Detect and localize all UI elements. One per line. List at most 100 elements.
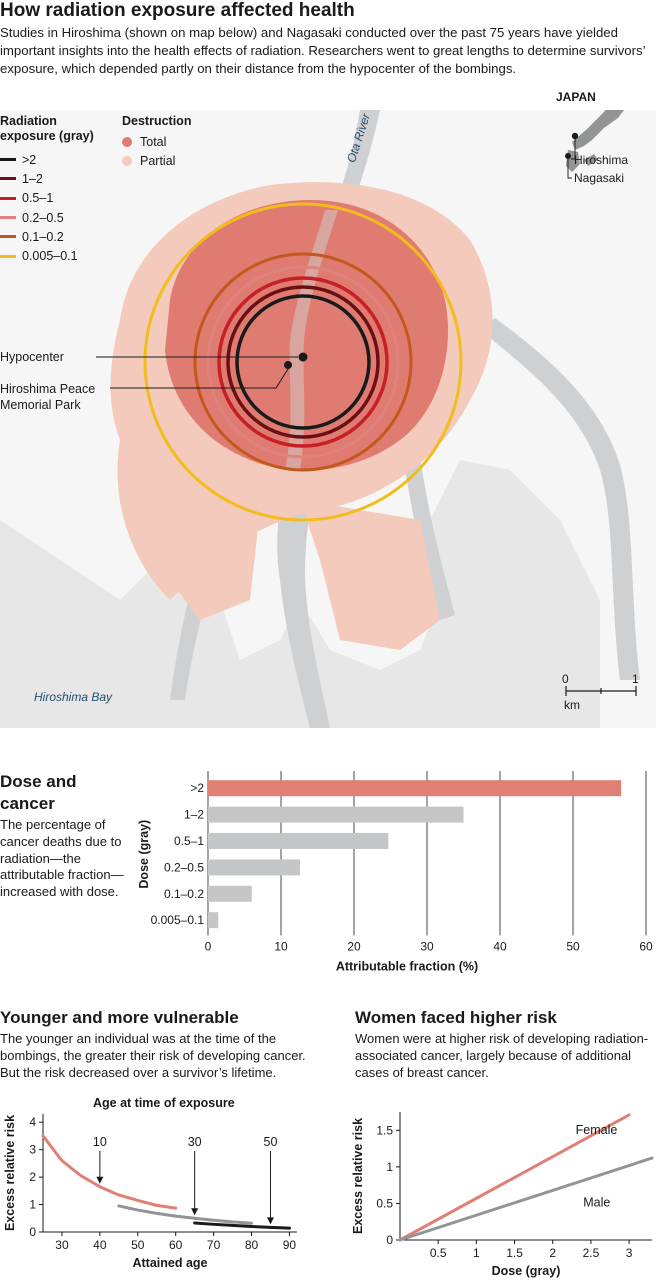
x-tick-label: 30 <box>420 939 434 953</box>
exposure-swatch <box>0 254 16 258</box>
exposure-legend-title-2: exposure (gray) <box>0 129 94 143</box>
y-tick-label: 0 <box>29 1225 36 1239</box>
x-tick-label: 90 <box>283 1238 297 1252</box>
x-tick-label: 1.5 <box>506 1246 523 1260</box>
y-tick-label: >2 <box>190 781 204 795</box>
x-tick-label: 2.5 <box>583 1246 600 1260</box>
x-tick-label: 3 <box>626 1246 633 1260</box>
age-annotation-arrowhead <box>96 1176 104 1184</box>
chart-title: Age at time of exposure <box>93 1096 235 1110</box>
age-annotation-label: 30 <box>188 1135 202 1149</box>
dose-cancer-panel: Dose and cancer The percentage of cancer… <box>0 771 130 901</box>
page-title: How radiation exposure affected health <box>0 0 355 21</box>
bar <box>208 885 252 902</box>
age-annotation-arrowhead <box>191 1208 199 1216</box>
dose-cancer-title-1: Dose and <box>0 772 77 791</box>
destruction-legend: Destruction Total Partial <box>122 114 191 171</box>
y-axis-label: Dose (gray) <box>137 820 151 889</box>
exposure-legend-label: 1–2 <box>22 171 43 186</box>
scale-unit: km <box>564 698 580 712</box>
bar <box>208 806 464 823</box>
age-annotation-label: 50 <box>264 1135 278 1149</box>
bar <box>208 833 389 849</box>
x-tick-label: 1 <box>473 1246 480 1260</box>
peace-park-marker <box>284 361 292 369</box>
river-branch-far-east <box>480 318 640 680</box>
inset-nagasaki-dot <box>565 153 571 159</box>
y-tick-label: 1 <box>386 1160 393 1174</box>
x-tick-label: 40 <box>493 939 507 953</box>
inset-country-label: JAPAN <box>556 90 596 104</box>
exposure-swatch <box>0 177 16 181</box>
exposure-legend-title-1: Radiation <box>0 114 57 128</box>
bar <box>208 912 219 929</box>
x-tick-label: 40 <box>93 1238 107 1252</box>
exposure-legend: Radiation exposure (gray) >2 1–2 0.5–1 0.2–… <box>0 114 94 266</box>
inset-hiroshima-dot <box>571 132 579 140</box>
x-tick-label: 80 <box>245 1238 259 1252</box>
x-tick-label: 30 <box>55 1238 69 1252</box>
y-tick-label: 0.005–0.1 <box>151 913 205 927</box>
exposure-legend-item: 0.2–0.5 <box>0 208 94 227</box>
exposure-ring-0.5-1 <box>217 276 389 448</box>
peace-park-leader <box>110 368 289 389</box>
intro-text: Studies in Hiroshima (shown on map below… <box>0 25 646 76</box>
x-axis-label: Attributable fraction (%) <box>336 959 478 973</box>
y-tick-label: 0.5 <box>376 1196 393 1210</box>
exposure-swatch <box>0 158 16 162</box>
x-tick-label: 60 <box>639 939 653 953</box>
exposure-ring-1-2 <box>226 285 380 439</box>
x-tick-label: 50 <box>131 1238 145 1252</box>
exposure-legend-label: >2 <box>22 152 37 167</box>
exposure-legend-item: 0.005–0.1 <box>0 246 94 265</box>
x-axis-label: Attained age <box>132 1256 207 1270</box>
x-tick-label: 0.5 <box>430 1246 447 1260</box>
river-branch-west <box>170 330 310 700</box>
river-within-zone <box>285 210 338 470</box>
age-risk-chart: 30 40 50 60 70 80 90 0 1 2 3 4 Attained age Excess re… <box>3 1096 297 1270</box>
dose-cancer-title-2: cancer <box>0 794 55 813</box>
inset-nagasaki-label: Nagasaki <box>574 171 625 185</box>
hypocenter-marker <box>298 352 308 362</box>
y-axis-label: Excess relative risk <box>3 1115 17 1231</box>
y-tick-label: 1 <box>29 1198 36 1212</box>
x-tick-label: 70 <box>207 1238 221 1252</box>
exposure-legend-label: 0.2–0.5 <box>22 210 64 225</box>
x-tick-label: 2 <box>549 1246 556 1260</box>
age-annotation-label: 10 <box>93 1135 107 1149</box>
destruction-legend-item: Total <box>122 132 191 151</box>
destruction-legend-item: Partial <box>122 151 191 170</box>
bay-label: Hiroshima Bay <box>34 690 113 704</box>
exposure-legend-label: 0.1–0.2 <box>22 229 64 244</box>
x-tick-label: 20 <box>347 939 361 953</box>
x-tick-label: 60 <box>169 1238 183 1252</box>
exposure-swatch <box>0 216 16 220</box>
exposure-legend-item: 0.5–1 <box>0 189 94 208</box>
y-tick-label: 0 <box>386 1233 393 1247</box>
exposure-legend-item: 0.1–0.2 <box>0 227 94 246</box>
x-tick-label: 10 <box>274 939 288 953</box>
exposure-ring-0.2-0.5 <box>206 265 400 459</box>
bar <box>208 859 300 876</box>
women-title: Women faced higher risk <box>355 1008 557 1027</box>
exposure-ring-over-2 <box>235 294 371 430</box>
japan-inset <box>565 110 624 179</box>
series-line <box>41 1134 178 1210</box>
exposure-ring-0.005-0.1 <box>143 202 463 522</box>
series-label-female: Female <box>576 1123 618 1137</box>
series-line <box>398 1113 631 1242</box>
scale-zero: 0 <box>562 672 569 686</box>
destruction-legend-label: Partial <box>140 153 176 168</box>
series-line <box>193 1221 291 1230</box>
y-tick-label: 0.1–0.2 <box>164 887 204 901</box>
y-tick-label: 1–2 <box>184 808 204 822</box>
x-axis-label: Dose (gray) <box>492 1264 561 1278</box>
exposure-swatch <box>0 235 16 239</box>
exposure-ring-0.1-0.2 <box>193 252 413 472</box>
series-line <box>398 1156 654 1242</box>
exposure-legend-label: 0.005–0.1 <box>22 249 78 264</box>
x-tick-label: 50 <box>566 939 580 953</box>
hiroshima-map <box>0 110 656 728</box>
y-tick-label: 2 <box>29 1170 36 1184</box>
y-axis-label: Excess relative risk <box>351 1118 365 1234</box>
